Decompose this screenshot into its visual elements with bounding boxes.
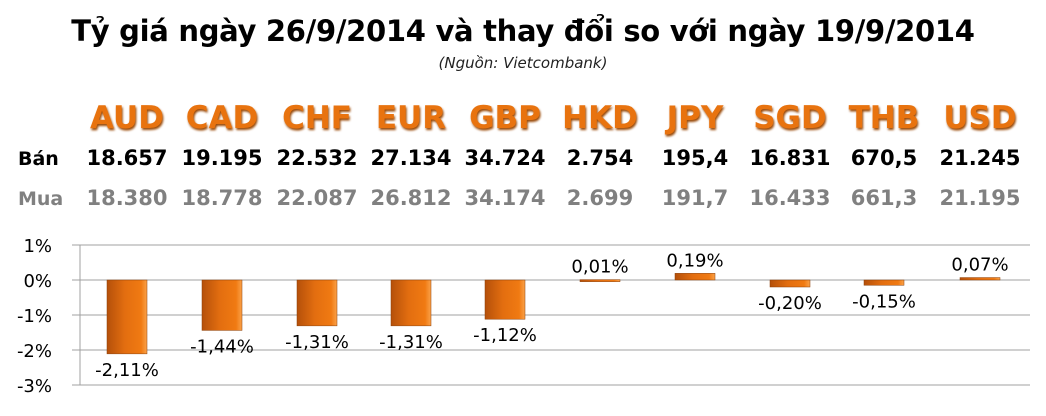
buy-rate: 661,3: [850, 186, 918, 210]
bar-hkd: [579, 279, 621, 282]
currency-header: THB: [848, 100, 920, 136]
buy-rate: 2.699: [566, 186, 634, 210]
bar-usd: [959, 277, 1001, 281]
y-tick-label: -2%: [17, 341, 52, 362]
data-label: 0,01%: [571, 257, 628, 278]
data-label: -1,44%: [190, 336, 254, 357]
data-label: -1,31%: [379, 332, 443, 353]
data-label: -1,31%: [285, 332, 349, 353]
currency-header: JPY: [666, 100, 724, 136]
buy-rate: 22.087: [276, 186, 358, 210]
buy-rate: 191,7: [661, 186, 729, 210]
sell-rate: 22.532: [276, 146, 358, 170]
data-label: -0,20%: [758, 293, 822, 314]
sell-rate: 2.754: [566, 146, 634, 170]
sell-rate: 34.724: [464, 146, 546, 170]
sell-row-label: Bán: [18, 148, 59, 170]
bar-cad: [201, 279, 243, 331]
y-tick-label: -3%: [17, 376, 52, 397]
buy-rate: 16.433: [749, 186, 831, 210]
currency-header: GBP: [469, 100, 541, 136]
source-note: (Nguồn: Vietcombank): [438, 54, 608, 72]
y-tick-label: 1%: [23, 236, 52, 257]
buy-rate: 21.195: [939, 186, 1021, 210]
bar-eur: [390, 279, 432, 327]
data-label: -0,15%: [852, 291, 916, 312]
y-tick-label: 0%: [23, 271, 52, 292]
buy-rate: 18.778: [181, 186, 263, 210]
sell-rate: 21.245: [939, 146, 1021, 170]
buy-rate: 34.174: [464, 186, 546, 210]
currency-header: CHF: [282, 100, 352, 136]
currency-header: AUD: [90, 100, 164, 136]
data-label: -1,12%: [473, 325, 537, 346]
sell-rate: 670,5: [850, 146, 918, 170]
y-tick-label: -1%: [17, 306, 52, 327]
sell-rate: 19.195: [181, 146, 263, 170]
bar-sgd: [769, 279, 811, 288]
data-label: 0,07%: [951, 255, 1008, 276]
page-title: Tỷ giá ngày 26/9/2014 và thay đổi so với…: [71, 14, 975, 48]
sell-rate: 27.134: [370, 146, 452, 170]
buy-rate: 18.380: [86, 186, 168, 210]
sell-rate: 18.657: [86, 146, 168, 170]
buy-row-label: Mua: [18, 188, 64, 210]
currency-header: HKD: [562, 100, 638, 136]
bar-aud: [106, 279, 148, 355]
bar-chf: [296, 279, 338, 327]
currency-header: USD: [943, 100, 1017, 136]
buy-rate: 26.812: [370, 186, 452, 210]
data-label: 0,19%: [666, 250, 723, 271]
currency-header: EUR: [375, 100, 447, 136]
sell-rate: 195,4: [661, 146, 729, 170]
bar-gbp: [484, 279, 526, 320]
sell-rate: 16.831: [749, 146, 831, 170]
currency-header: SGD: [753, 100, 827, 136]
currency-header: CAD: [185, 100, 259, 136]
bar-jpy: [674, 273, 716, 281]
data-label: -2,11%: [95, 360, 159, 381]
bar-thb: [863, 279, 905, 286]
